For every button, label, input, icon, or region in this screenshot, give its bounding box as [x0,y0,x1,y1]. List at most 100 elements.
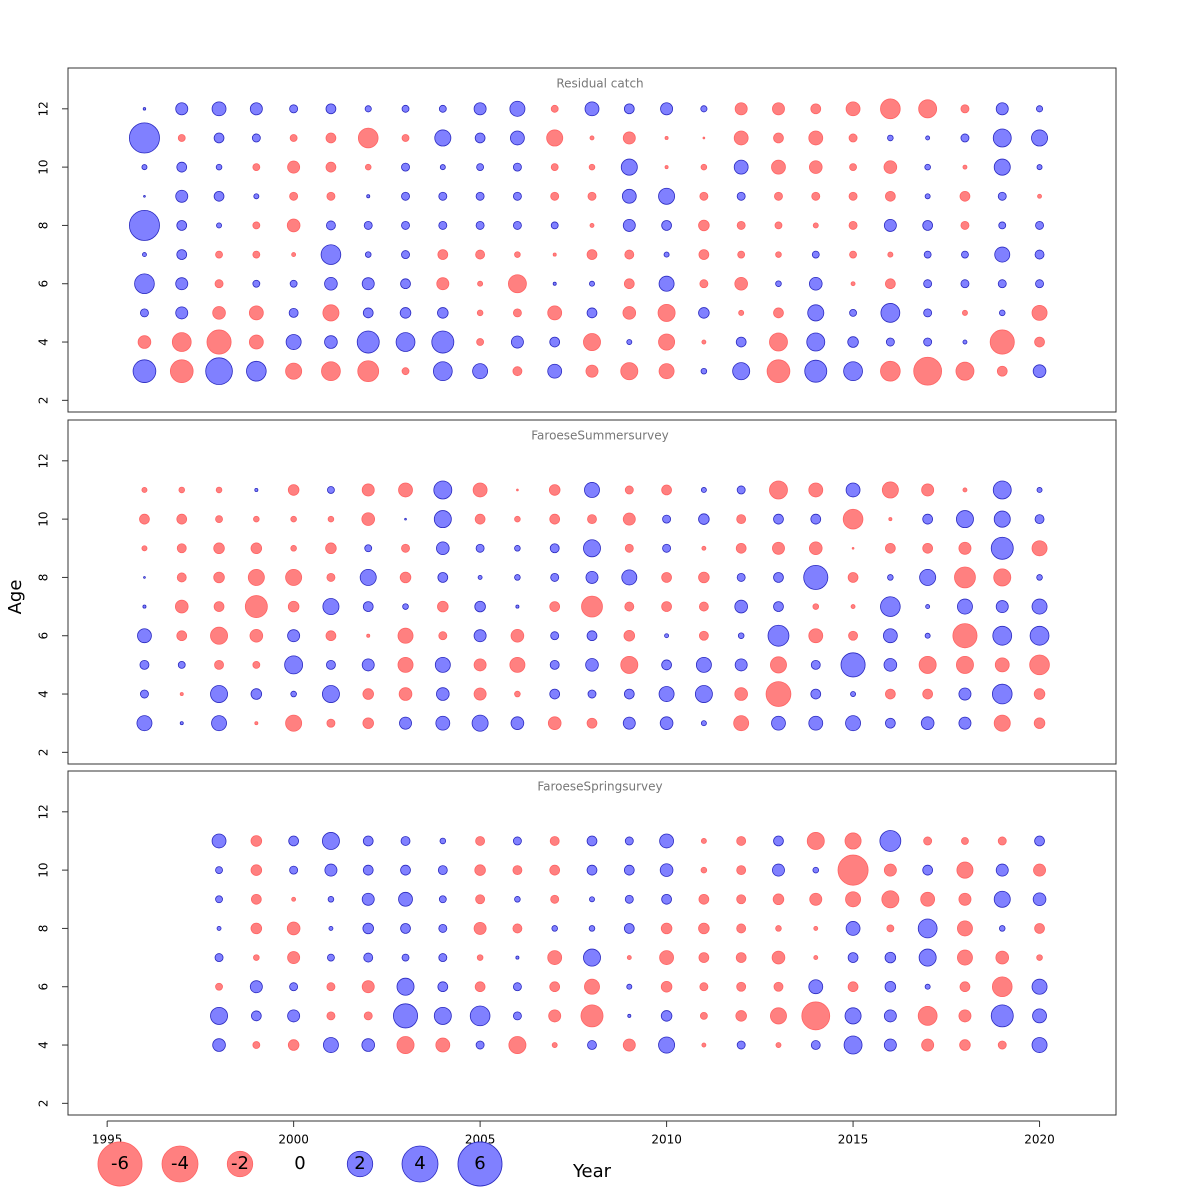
bubble [1029,625,1050,646]
bubble [475,220,485,230]
bubble [363,220,373,230]
bubble [509,656,526,673]
bubble [178,486,185,494]
bubble [439,164,446,171]
bubble [589,896,595,903]
legend-bubble [401,1145,439,1183]
bubble [812,603,820,610]
bubble [325,161,337,173]
bubble [249,980,263,994]
bubble [514,515,521,523]
bubble [287,600,300,613]
bubble [734,102,748,116]
bubble [994,246,1011,263]
bubble [475,249,486,260]
bubble [959,981,971,993]
bubble [400,923,411,934]
bubble [580,1004,604,1028]
bubble [660,981,673,993]
bubble [289,191,299,201]
bubble [179,721,184,726]
bubble [699,982,709,992]
bubble [997,1040,1007,1050]
bubble [622,1038,636,1052]
bubble [699,279,709,289]
bubble [205,357,233,385]
bubble [812,222,819,229]
bubble [850,691,857,697]
bubble [550,631,560,641]
bubble [514,545,521,552]
bubble [359,568,377,586]
x-tick-label: 2015 [838,1133,869,1147]
x-tick-label: 2000 [278,1133,309,1147]
bubble [252,1041,261,1049]
bubble [700,163,708,171]
bubble [402,603,409,610]
bubble [249,628,264,643]
bubble [844,832,862,850]
bubble [736,923,747,934]
bubble [810,688,822,700]
bubble [733,159,749,175]
bubble [551,1042,558,1048]
bubble [361,277,375,291]
bubble [736,894,747,905]
bubble [660,1010,673,1022]
y-tick-label: 6 [37,983,51,991]
bubble [550,163,559,172]
bubble [1032,364,1047,378]
bubble [137,335,152,349]
bubble [923,250,932,259]
bubble [662,543,672,553]
bubble [1036,164,1043,171]
bubble [999,925,1006,932]
bubble [661,659,672,671]
bubble [550,104,559,113]
bubble [474,864,486,876]
bubble [287,484,300,496]
bubble [809,160,823,174]
bubble [623,103,635,115]
x-tick-label: 2020 [1024,1133,1055,1147]
bubble [700,720,707,727]
bubble [627,1013,632,1018]
bubble [254,488,259,492]
bubble [550,572,560,582]
bubble [397,627,414,644]
bubble [326,718,336,728]
bubble [401,134,410,142]
bubble [773,132,784,144]
bubble [550,894,560,904]
bubble [176,249,188,260]
bubble [881,481,899,499]
bubble [842,508,864,530]
bubble [737,250,746,259]
bubble [624,485,634,495]
bubble [132,359,157,383]
bubble [700,1011,708,1020]
bubble [845,891,861,908]
bubble [401,250,410,260]
bubble [473,658,487,672]
bubble [321,685,340,703]
bubble [142,252,147,257]
legend-bubble [346,1150,374,1178]
bubble [698,571,710,584]
bubble [212,1038,226,1052]
bubble [285,362,303,380]
bubble [250,864,263,876]
bubble [698,601,709,612]
bubble [327,515,335,523]
bubble [991,976,1013,997]
bubble [1031,1037,1048,1053]
bubble [143,194,146,198]
bubble [287,951,301,965]
bubble [847,572,859,583]
bubble [738,309,745,316]
bubble [1031,540,1048,557]
bubble [918,99,938,119]
bubble [736,514,747,525]
bubble [772,863,785,877]
